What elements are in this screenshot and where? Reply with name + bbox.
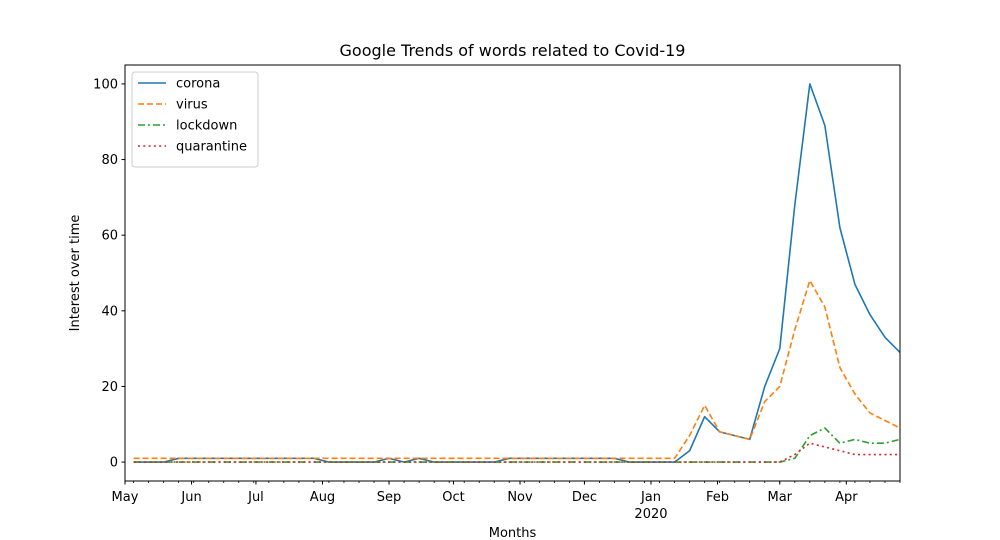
legend-label-quarantine: quarantine [176,140,247,155]
y-tick-label: 0 [110,456,118,471]
x-tick-label: Jan [640,490,661,505]
series-line-quarantine [133,442,900,463]
x-tick-label: Oct [442,490,464,505]
y-axis: 0 20 40 60 80 100 [93,77,125,471]
x-axis-title: Months [489,526,537,540]
x-tick-label: Dec [572,490,597,505]
y-tick-label: 20 [101,380,118,395]
x-tick-year-label: 2020 [634,507,667,522]
x-tick-label: Feb [706,490,729,505]
x-tick-label: Jul [247,490,264,505]
legend-label-corona: corona [176,77,220,92]
x-axis: May Jun Jul Aug Sep Oct Nov Dec Jan 2020 Feb Mar Apr [112,481,901,522]
x-tick-label: Sep [377,490,402,505]
x-tick-label: Aug [310,490,335,505]
chart-title: Google Trends of words related to Covid-… [340,41,686,60]
x-tick-label: Mar [768,490,793,505]
legend-box [131,71,259,168]
legend-label-virus: virus [176,98,208,113]
y-tick-label: 40 [101,304,118,319]
y-tick-label: 80 [101,153,118,168]
x-tick-label: May [112,490,139,505]
x-tick-label: Apr [835,490,858,505]
x-tick-label: Nov [507,490,533,505]
y-tick-label: 100 [93,77,118,92]
y-axis-title: Interest over time [68,215,83,332]
plot-frame [124,64,901,482]
series-line-virus [133,279,901,460]
x-tick-label: Jun [180,490,201,505]
plot-area [133,83,901,463]
legend-label-lockdown: lockdown [176,119,237,134]
legend: corona virus lockdown quarantine [131,71,259,168]
y-tick-label: 60 [101,229,118,244]
